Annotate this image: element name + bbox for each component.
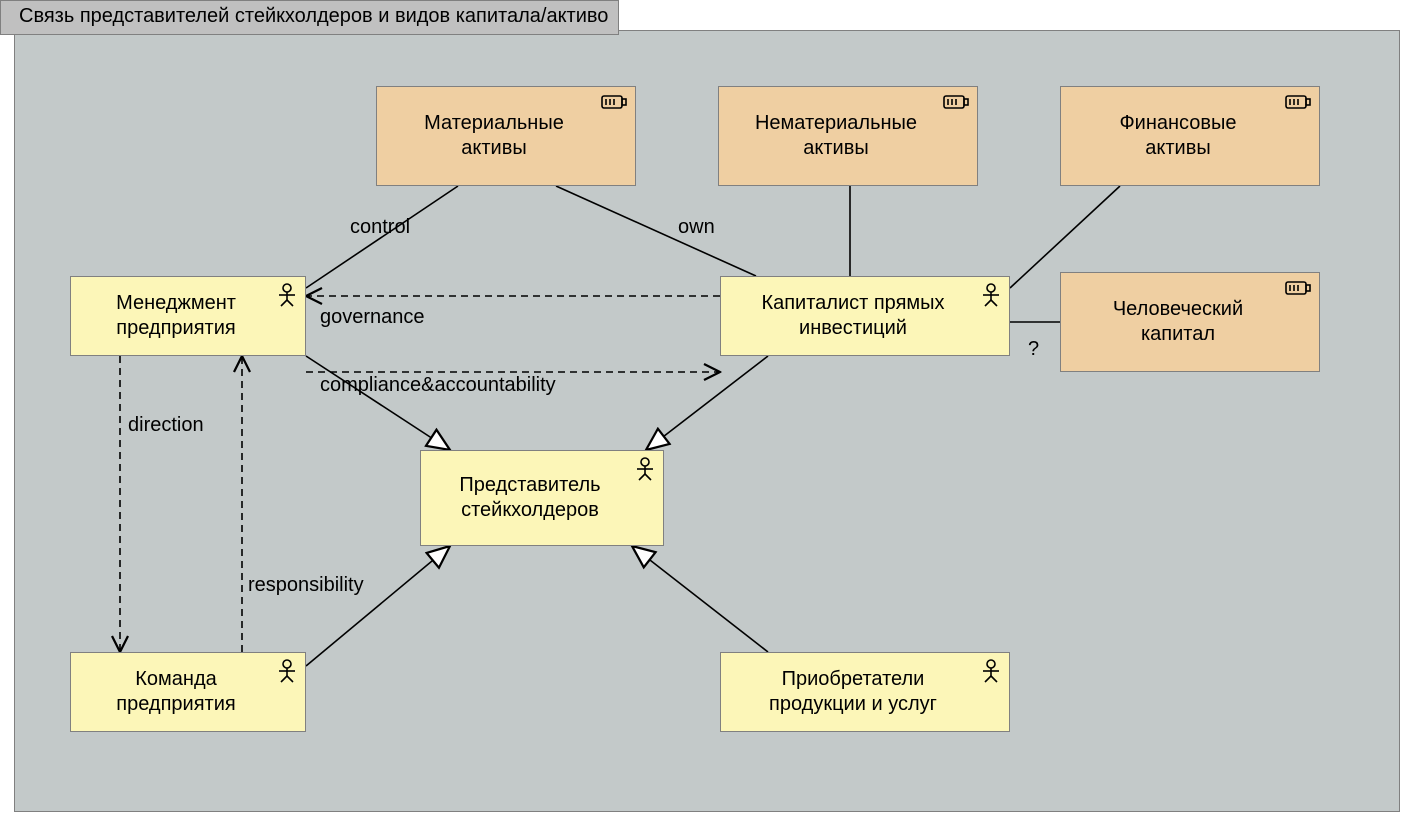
actor-icon	[635, 457, 655, 488]
actor-icon	[277, 283, 297, 314]
resource-icon	[1285, 279, 1311, 304]
edge-label-capitalist-management: governance	[320, 306, 425, 329]
resource-icon	[943, 93, 969, 118]
resource-icon	[601, 93, 627, 118]
node-financial[interactable]: Финансовыеактивы	[1060, 86, 1320, 186]
node-label: Капиталист прямыхинвестиций	[761, 291, 944, 341]
node-label: Человеческийкапитал	[1113, 297, 1243, 347]
actor-icon	[981, 283, 1001, 314]
node-team[interactable]: Командапредприятия	[70, 652, 306, 732]
edge-label-management-team: direction	[128, 414, 204, 437]
edge-label-management-tangible: control	[350, 216, 410, 239]
edge-label-capitalist-tangible: own	[678, 216, 715, 239]
node-human[interactable]: Человеческийкапитал	[1060, 272, 1320, 372]
node-tangible[interactable]: Материальныеактивы	[376, 86, 636, 186]
diagram-title: Связь представителей стейкхолдеров и вид…	[0, 0, 619, 35]
diagram-canvas: Связь представителей стейкхолдеров и вид…	[0, 0, 1412, 824]
node-label: Материальныеактивы	[424, 111, 564, 161]
node-intangible[interactable]: Нематериальныеактивы	[718, 86, 978, 186]
node-label: Представительстейкхолдеров	[459, 473, 600, 523]
node-label: Менеджментпредприятия	[116, 291, 236, 341]
actor-icon	[277, 659, 297, 690]
resource-icon	[1285, 93, 1311, 118]
actor-icon	[981, 659, 1001, 690]
node-label: Приобретателипродукции и услуг	[769, 667, 937, 717]
edge-label-team-management: responsibility	[248, 574, 364, 597]
node-label: Нематериальныеактивы	[755, 111, 917, 161]
node-consumers[interactable]: Приобретателипродукции и услуг	[720, 652, 1010, 732]
node-stakeholder[interactable]: Представительстейкхолдеров	[420, 450, 664, 546]
edge-label-management-capitalist: compliance&accountability	[320, 374, 556, 397]
node-management[interactable]: Менеджментпредприятия	[70, 276, 306, 356]
edge-label-capitalist-human: ?	[1028, 338, 1039, 361]
node-label: Финансовыеактивы	[1119, 111, 1236, 161]
node-capitalist[interactable]: Капиталист прямыхинвестиций	[720, 276, 1010, 356]
node-label: Командапредприятия	[116, 667, 235, 717]
